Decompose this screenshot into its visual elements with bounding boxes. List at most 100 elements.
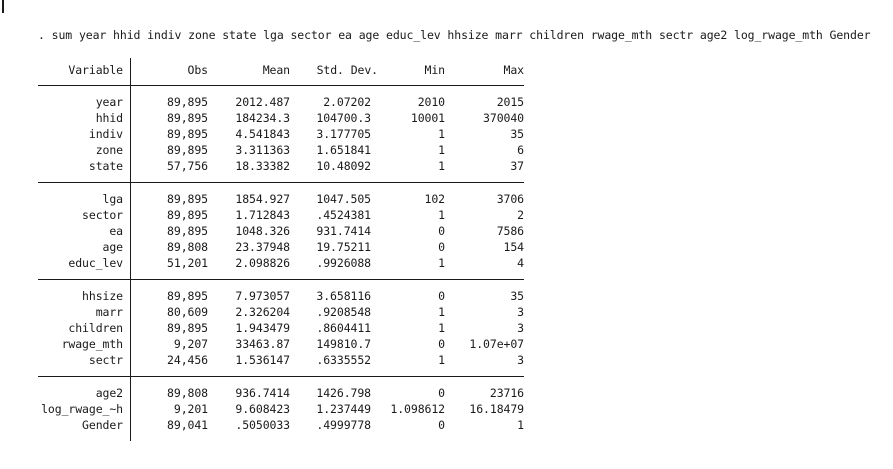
cell-variable: log_rwage_~h bbox=[41, 402, 123, 416]
column-header-std-dev: Std. Dev. bbox=[316, 63, 378, 77]
table-row: age 89,808 23.37948 19.75211 0 154 bbox=[38, 239, 524, 255]
column-header-max: Max bbox=[503, 63, 524, 77]
table-group: year 89,895 2012.487 2.07202 2010 2015 h… bbox=[38, 86, 524, 183]
cell-max: 37 bbox=[510, 159, 524, 173]
column-header-variable: Variable bbox=[68, 63, 123, 77]
cell-obs: 89,895 bbox=[167, 321, 208, 335]
cell-obs: 89,041 bbox=[167, 418, 208, 432]
cell-min: 1 bbox=[438, 353, 445, 367]
table-row: age2 89,808 936.7414 1426.798 0 23716 bbox=[38, 385, 524, 401]
cell-min: 0 bbox=[438, 418, 445, 432]
table-vertical-divider bbox=[130, 58, 131, 441]
cell-obs: 89,895 bbox=[167, 289, 208, 303]
cell-min: 1 bbox=[438, 208, 445, 222]
cell-obs: 89,895 bbox=[167, 95, 208, 109]
cell-obs: 89,895 bbox=[167, 208, 208, 222]
cell-std-dev: 1426.798 bbox=[316, 386, 371, 400]
table-row: ea 89,895 1048.326 931.7414 0 7586 bbox=[38, 223, 524, 239]
command-line: . sum year hhid indiv zone state lga sec… bbox=[38, 28, 871, 42]
cell-variable: ea bbox=[109, 224, 123, 238]
cell-max: 1.07e+07 bbox=[469, 337, 524, 351]
cell-std-dev: 19.75211 bbox=[316, 240, 371, 254]
cell-max: 3 bbox=[517, 305, 524, 319]
cell-min: 0 bbox=[438, 386, 445, 400]
cell-obs: 89,895 bbox=[167, 224, 208, 238]
cell-min: 0 bbox=[438, 337, 445, 351]
cell-variable: hhsize bbox=[82, 289, 123, 303]
cell-min: 2010 bbox=[417, 95, 445, 109]
cell-mean: 2.098826 bbox=[235, 256, 290, 270]
cell-variable: lga bbox=[102, 192, 124, 206]
cell-max: 3 bbox=[517, 321, 524, 335]
cell-mean: 1854.927 bbox=[235, 192, 290, 206]
column-header-obs: Obs bbox=[187, 63, 208, 77]
cell-std-dev: .4524381 bbox=[316, 208, 371, 222]
table-row: state 57,756 18.33382 10.48092 1 37 bbox=[38, 158, 524, 174]
cell-min: 1 bbox=[438, 159, 445, 173]
cell-std-dev: 104700.3 bbox=[316, 111, 371, 125]
cell-min: 0 bbox=[438, 289, 445, 303]
cell-obs: 24,456 bbox=[167, 353, 208, 367]
cell-mean: .5050033 bbox=[235, 418, 290, 432]
cell-variable: hhid bbox=[95, 111, 123, 125]
table-row: rwage_mth 9,207 33463.87 149810.7 0 1.07… bbox=[38, 336, 524, 352]
cell-variable: sectr bbox=[88, 353, 123, 367]
table-row: log_rwage_~h 9,201 9.608423 1.237449 1.0… bbox=[38, 401, 524, 417]
table-group: lga 89,895 1854.927 1047.505 102 3706 se… bbox=[38, 183, 524, 280]
cell-max: 1 bbox=[517, 418, 524, 432]
cell-obs: 89,895 bbox=[167, 127, 208, 141]
table-header-row: Variable Obs Mean Std. Dev. Min Max bbox=[38, 58, 524, 86]
cell-max: 4 bbox=[517, 256, 524, 270]
cell-obs: 89,895 bbox=[167, 192, 208, 206]
cell-std-dev: 931.7414 bbox=[316, 224, 371, 238]
cell-obs: 57,756 bbox=[167, 159, 208, 173]
cell-max: 23716 bbox=[489, 386, 524, 400]
cell-min: 10001 bbox=[410, 111, 445, 125]
cell-std-dev: .9208548 bbox=[316, 305, 371, 319]
table-row: hhid 89,895 184234.3 104700.3 10001 3700… bbox=[38, 110, 524, 126]
cell-mean: 7.973057 bbox=[235, 289, 290, 303]
cell-max: 7586 bbox=[496, 224, 524, 238]
cell-std-dev: 1.651841 bbox=[316, 143, 371, 157]
cell-mean: 936.7414 bbox=[235, 386, 290, 400]
cell-mean: 2012.487 bbox=[235, 95, 290, 109]
cell-min: 1 bbox=[438, 256, 445, 270]
cell-variable: educ_lev bbox=[68, 256, 123, 270]
cell-variable: sector bbox=[82, 208, 123, 222]
table-body: year 89,895 2012.487 2.07202 2010 2015 h… bbox=[38, 86, 524, 441]
cell-obs: 80,609 bbox=[167, 305, 208, 319]
table-row: lga 89,895 1854.927 1047.505 102 3706 bbox=[38, 191, 524, 207]
cell-std-dev: 149810.7 bbox=[316, 337, 371, 351]
cell-variable: marr bbox=[95, 305, 123, 319]
table-row: children 89,895 1.943479 .8604411 1 3 bbox=[38, 320, 524, 336]
table-row: zone 89,895 3.311363 1.651841 1 6 bbox=[38, 142, 524, 158]
cell-mean: 9.608423 bbox=[235, 402, 290, 416]
text-cursor bbox=[2, 0, 4, 13]
cell-mean: 23.37948 bbox=[235, 240, 290, 254]
cell-std-dev: 1047.505 bbox=[316, 192, 371, 206]
cell-max: 6 bbox=[517, 143, 524, 157]
cell-std-dev: .9926088 bbox=[316, 256, 371, 270]
column-header-min: Min bbox=[424, 63, 445, 77]
table-group: hhsize 89,895 7.973057 3.658116 0 35 mar… bbox=[38, 280, 524, 377]
table-row: educ_lev 51,201 2.098826 .9926088 1 4 bbox=[38, 255, 524, 271]
cell-min: 1 bbox=[438, 321, 445, 335]
cell-variable: rwage_mth bbox=[61, 337, 124, 351]
table-row: marr 80,609 2.326204 .9208548 1 3 bbox=[38, 304, 524, 320]
cell-mean: 1048.326 bbox=[235, 224, 290, 238]
cell-variable: zone bbox=[95, 143, 123, 157]
cell-variable: Gender bbox=[82, 418, 123, 432]
cell-max: 16.18479 bbox=[469, 402, 524, 416]
cell-obs: 89,895 bbox=[167, 143, 208, 157]
cell-min: 0 bbox=[438, 240, 445, 254]
cell-obs: 89,895 bbox=[167, 111, 208, 125]
cell-obs: 9,207 bbox=[173, 337, 208, 351]
cell-std-dev: .6335552 bbox=[316, 353, 371, 367]
cell-mean: 1.943479 bbox=[235, 321, 290, 335]
cell-std-dev: 3.658116 bbox=[316, 289, 371, 303]
cell-mean: 1.536147 bbox=[235, 353, 290, 367]
cell-max: 370040 bbox=[483, 111, 524, 125]
cell-variable: indiv bbox=[88, 127, 123, 141]
cell-mean: 18.33382 bbox=[235, 159, 290, 173]
